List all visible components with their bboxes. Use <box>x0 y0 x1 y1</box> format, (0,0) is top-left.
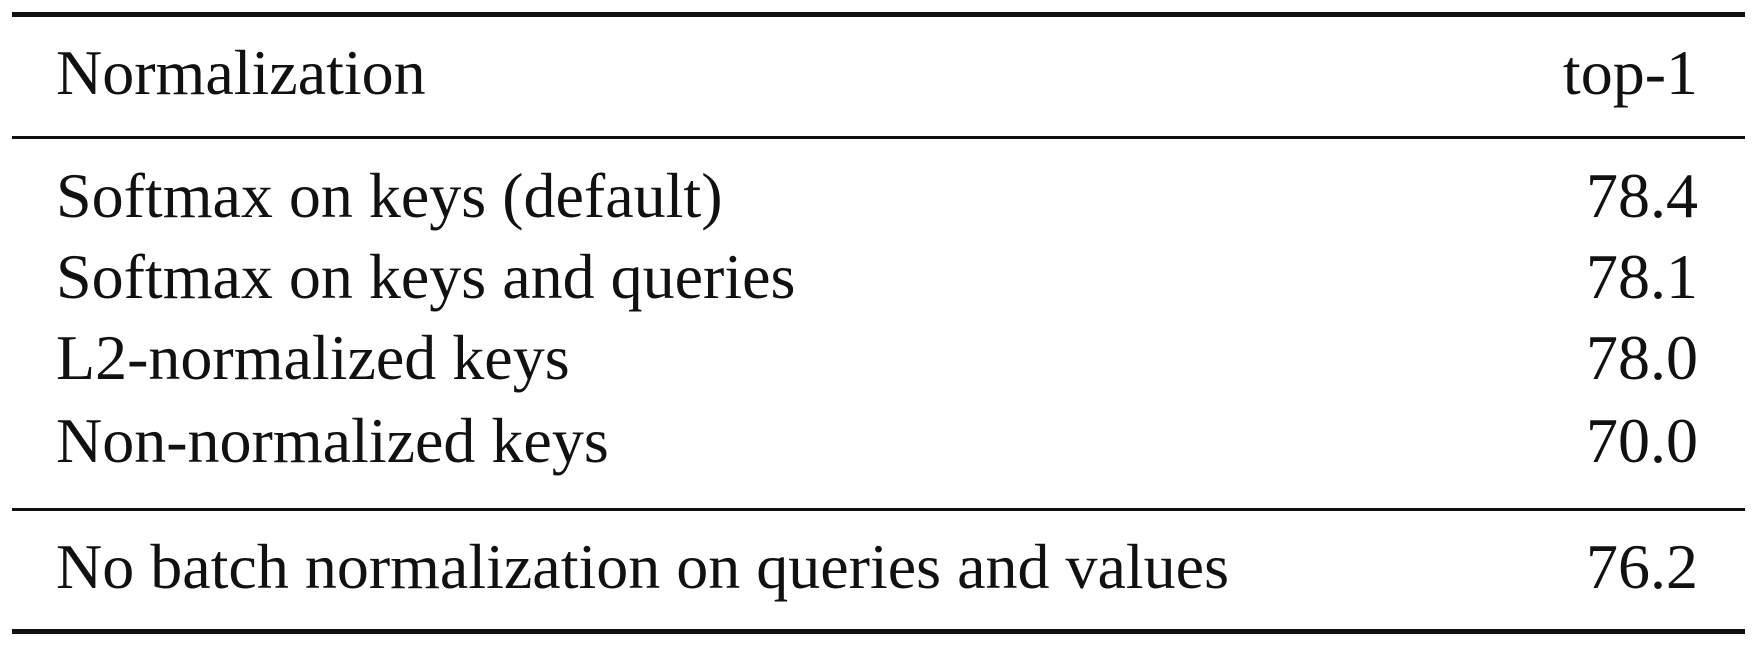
row-label: No batch normalization on queries and va… <box>56 531 1229 602</box>
row-label: L2-normalized keys <box>56 322 570 393</box>
row-value: 78.0 <box>1586 322 1698 393</box>
table-row: L2-normalized keys 78.0 <box>56 318 1698 398</box>
top-rule <box>12 12 1745 17</box>
row-value: 70.0 <box>1586 405 1698 476</box>
column-header-normalization: Normalization <box>56 37 426 108</box>
bottom-rule <box>12 629 1745 634</box>
table-row: Softmax on keys (default) 78.4 <box>56 156 1698 236</box>
row-label: Softmax on keys (default) <box>56 160 723 231</box>
table-row: Non-normalized keys 70.0 <box>56 401 1698 481</box>
table-row: Softmax on keys and queries 78.1 <box>56 237 1698 317</box>
table-header-row: Normalization top-1 <box>56 33 1698 113</box>
header-rule <box>12 136 1745 139</box>
table-row: No batch normalization on queries and va… <box>56 527 1698 607</box>
row-value: 78.4 <box>1586 160 1698 231</box>
row-label: Non-normalized keys <box>56 405 609 476</box>
row-value: 76.2 <box>1586 531 1698 602</box>
section-rule <box>12 508 1745 511</box>
column-header-top1: top-1 <box>1562 37 1698 108</box>
row-value: 78.1 <box>1586 241 1698 312</box>
row-label: Softmax on keys and queries <box>56 241 796 312</box>
